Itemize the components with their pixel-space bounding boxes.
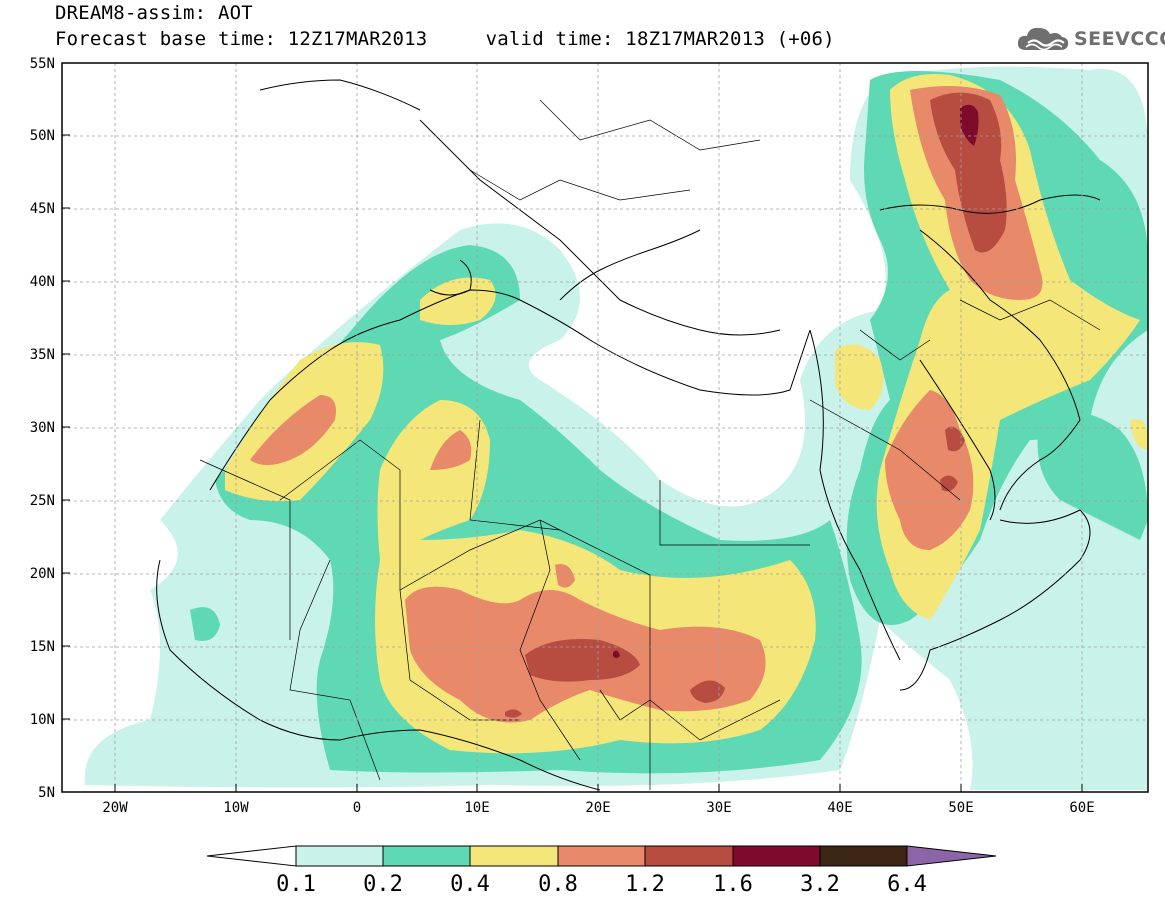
colorbar [206, 845, 997, 867]
colorbar-label: 3.2 [800, 872, 840, 897]
lon-label: 0 [353, 800, 361, 816]
lat-label: 50N [30, 128, 55, 144]
colorbar-high-arrow [906, 845, 997, 867]
colorbar-label: 1.6 [713, 872, 753, 897]
coastlines [156, 79, 1101, 791]
lat-label: 45N [30, 201, 55, 217]
colorbar-swatch [295, 845, 384, 867]
colorbar-swatch [557, 845, 646, 867]
lon-label: 50E [948, 800, 973, 816]
colorbar-label: 0.8 [538, 872, 578, 897]
colorbar-label: 0.4 [450, 872, 490, 897]
lat-label: 55N [30, 56, 55, 72]
lat-label: 20N [30, 566, 55, 582]
lon-label: 30E [706, 800, 731, 816]
lon-label: 10W [223, 800, 249, 816]
aot-band-1.6 [613, 104, 979, 658]
colorbar-label: 0.1 [276, 872, 316, 897]
lon-label: 40E [827, 800, 852, 816]
lat-label: 10N [30, 712, 55, 728]
colorbar-swatch [644, 845, 734, 867]
lon-label: 60E [1069, 800, 1094, 816]
aot-field [84, 66, 1148, 791]
lon-label: 20W [102, 800, 128, 816]
lat-label: 25N [30, 493, 55, 509]
colorbar-swatch [819, 845, 908, 867]
colorbar-swatch [732, 845, 821, 867]
lat-label: 15N [30, 639, 55, 655]
logo-text: SEEVCCC [1074, 28, 1165, 50]
lat-labels: 5N 10N 15N 20N 25N 30N 35N 40N 45N 50N 5… [30, 56, 55, 801]
seevccc-logo: SEEVCCC [1016, 24, 1165, 54]
colorbar-low-arrow [206, 845, 297, 867]
map-title: DREAM8-assim: AOT [55, 2, 253, 24]
gridlines [62, 63, 1148, 792]
lon-label: 10E [464, 800, 489, 816]
colorbar-label: 1.2 [625, 872, 665, 897]
lat-label: 40N [30, 274, 55, 290]
colorbar-label: 6.4 [887, 872, 927, 897]
colorbar-swatch [382, 845, 471, 867]
colorbar-swatch [469, 845, 559, 867]
lon-label: 20E [585, 800, 610, 816]
lat-label: 5N [38, 785, 55, 801]
tick-marks [62, 62, 1083, 793]
lat-label: 30N [30, 420, 55, 436]
colorbar-label: 0.2 [363, 872, 403, 897]
lon-labels: 20W 10W 0 10E 20E 30E 40E 50E 60E [102, 800, 1094, 816]
lat-label: 35N [30, 347, 55, 363]
forecast-times: Forecast base time: 12Z17MAR2013 valid t… [55, 28, 835, 50]
cloud-icon [1017, 27, 1069, 51]
country-borders [199, 99, 1101, 790]
